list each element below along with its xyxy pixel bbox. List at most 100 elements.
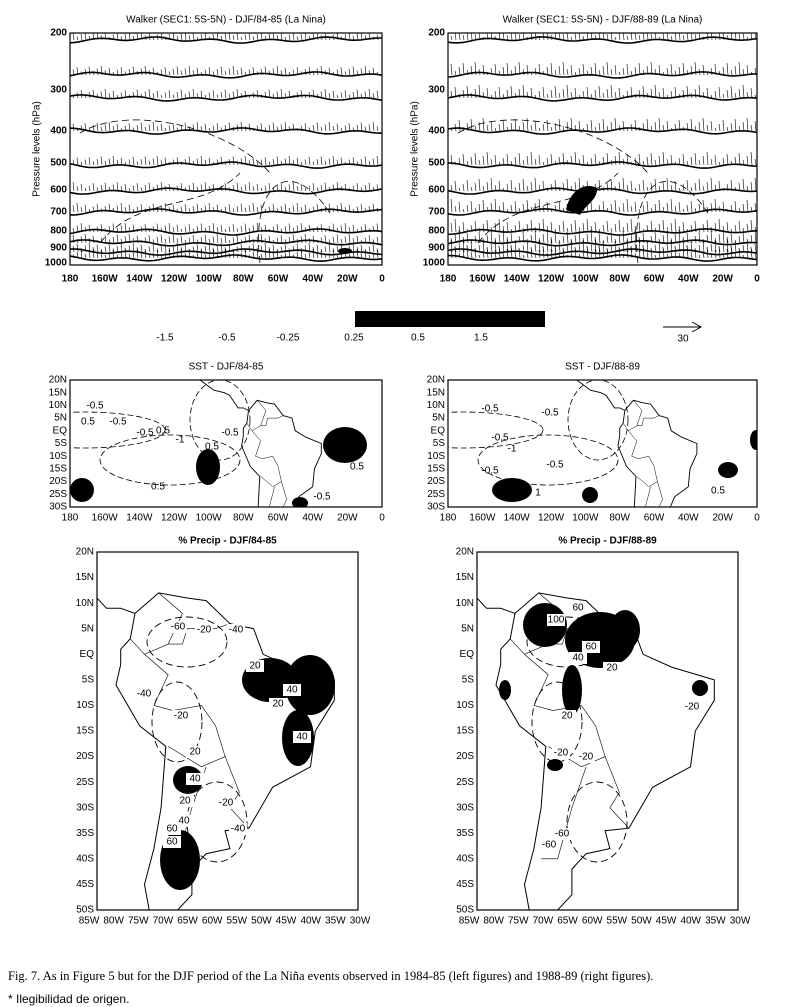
wind-vector bbox=[562, 125, 565, 132]
y-tick-label: 15S bbox=[456, 726, 474, 737]
wind-vector bbox=[686, 160, 689, 166]
wind-vector bbox=[546, 66, 549, 76]
wind-vector bbox=[376, 71, 379, 76]
y-tick-label: 15N bbox=[427, 387, 445, 398]
wind-vector bbox=[276, 250, 279, 259]
wind-vector bbox=[244, 126, 247, 132]
wind-vector bbox=[208, 127, 211, 132]
wind-vector bbox=[642, 85, 645, 99]
y-tick-label: 10S bbox=[456, 700, 474, 711]
wind-vector bbox=[192, 205, 195, 213]
wind-vector bbox=[450, 154, 453, 166]
wind-vector bbox=[252, 251, 255, 259]
wind-vector bbox=[582, 154, 585, 166]
wind-vector bbox=[96, 158, 99, 166]
wind-vector bbox=[630, 205, 633, 213]
wind-vector bbox=[296, 243, 299, 253]
plot-area bbox=[70, 33, 382, 264]
wind-vector bbox=[116, 245, 119, 253]
wind-vector bbox=[376, 34, 379, 41]
wind-vector bbox=[80, 125, 83, 132]
wind-vector bbox=[268, 183, 271, 192]
wind-vector bbox=[706, 206, 709, 213]
wind-vector bbox=[662, 33, 665, 41]
wind-vector bbox=[332, 236, 335, 244]
wind-vector bbox=[710, 67, 713, 76]
wind-vector bbox=[498, 233, 501, 244]
contour bbox=[566, 781, 628, 863]
wind-vector bbox=[224, 70, 227, 76]
wind-vector bbox=[296, 238, 299, 244]
wind-vector bbox=[546, 157, 549, 166]
wind-vector bbox=[304, 227, 307, 233]
wind-vector bbox=[316, 93, 319, 99]
wind-vector bbox=[368, 246, 371, 253]
wind-vector bbox=[240, 158, 243, 166]
wind-vector bbox=[88, 224, 91, 233]
wind-vector bbox=[462, 238, 465, 253]
wind-vector bbox=[562, 33, 565, 41]
wind-vector bbox=[722, 229, 725, 244]
wind-vector bbox=[498, 180, 501, 192]
wind-vector bbox=[72, 181, 75, 192]
wind-vector bbox=[192, 160, 195, 166]
wind-vector bbox=[216, 123, 219, 132]
wind-vector bbox=[646, 200, 649, 213]
wind-vector bbox=[144, 65, 147, 76]
wind-vector bbox=[458, 93, 461, 99]
wind-vector bbox=[658, 185, 661, 192]
wind-vector bbox=[76, 251, 79, 259]
label-box bbox=[577, 751, 595, 763]
x-tick-label: 70W bbox=[153, 916, 174, 927]
wind-vector bbox=[96, 122, 99, 132]
wind-vector bbox=[494, 90, 497, 99]
wind-vector bbox=[288, 34, 291, 41]
wind-vector bbox=[92, 33, 95, 41]
label-box bbox=[163, 836, 181, 848]
wind-vector bbox=[72, 254, 75, 259]
vector-scale: 30 bbox=[677, 334, 689, 345]
x-tick-label: 80W bbox=[609, 274, 630, 285]
wind-vector bbox=[534, 230, 537, 244]
wind-vector bbox=[506, 89, 509, 99]
wind-vector bbox=[368, 160, 371, 166]
x-tick-label: 20W bbox=[337, 274, 358, 285]
wind-vector bbox=[462, 153, 465, 166]
plot-frame bbox=[69, 379, 383, 508]
contour-label: -60 bbox=[542, 840, 557, 851]
wind-vector bbox=[694, 152, 697, 166]
wind-vector bbox=[591, 33, 593, 41]
contour-label: -1 bbox=[508, 444, 517, 455]
wind-vector bbox=[594, 236, 597, 244]
wind-vector bbox=[714, 90, 717, 99]
wind-vector bbox=[635, 33, 637, 41]
wind-vector bbox=[100, 184, 103, 192]
wind-vector bbox=[510, 122, 513, 132]
wind-vector bbox=[208, 186, 211, 192]
x-tick-label: 120W bbox=[161, 274, 188, 285]
wind-vector bbox=[360, 122, 363, 132]
wind-vector bbox=[503, 33, 505, 41]
x-tick-label: 35W bbox=[705, 916, 726, 927]
wind-vector bbox=[542, 161, 545, 166]
wind-vector bbox=[602, 92, 605, 99]
contour bbox=[258, 181, 331, 264]
wind-vector bbox=[368, 205, 371, 213]
wind-vector bbox=[730, 204, 733, 213]
level-line bbox=[448, 254, 757, 262]
wind-vector bbox=[116, 205, 119, 213]
wind-vector bbox=[316, 68, 319, 76]
wind-vector bbox=[224, 228, 227, 233]
level-line bbox=[448, 228, 757, 236]
wind-vector bbox=[216, 233, 219, 244]
wind-vector bbox=[482, 91, 485, 99]
wind-vector bbox=[120, 186, 123, 192]
wind-vector bbox=[88, 66, 91, 76]
wind-vector bbox=[682, 236, 685, 244]
wind-vector bbox=[104, 246, 107, 253]
wind-vector bbox=[292, 160, 295, 166]
wind-vector bbox=[610, 178, 613, 192]
wind-vector bbox=[594, 248, 597, 259]
wind-vector bbox=[726, 89, 729, 99]
wind-vector bbox=[666, 253, 669, 259]
